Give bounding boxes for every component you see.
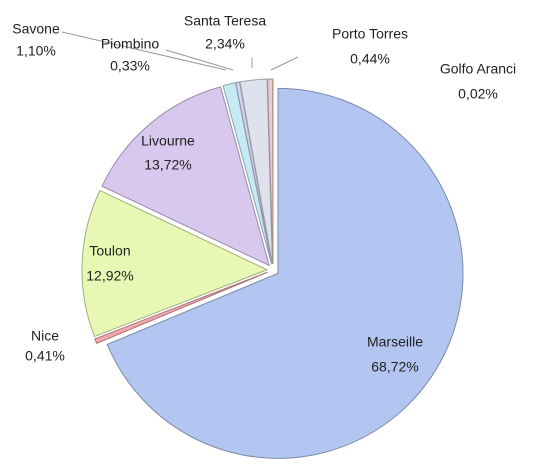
slice-value: 12,92%: [86, 268, 133, 284]
pie-slice: [106, 87, 464, 459]
pie-slice: [94, 271, 268, 345]
slice-value: 0,41%: [25, 348, 65, 364]
slice-value: 13,72%: [144, 157, 191, 173]
slice-label: Piombino: [101, 36, 160, 52]
leader-line: [270, 56, 299, 71]
slice-label: Livourne: [141, 133, 195, 149]
pie-slice: [81, 189, 269, 338]
slice-value: 68,72%: [371, 359, 418, 375]
pie-slice: [235, 81, 273, 265]
slice-value: 2,34%: [205, 36, 245, 52]
slice-value: 0,02%: [458, 86, 498, 102]
leader-line: [165, 49, 234, 71]
leader-line: [61, 31, 227, 71]
slice-label: Porto Torres: [332, 26, 408, 42]
slice-value: 0,33%: [110, 58, 150, 74]
slice-label: Santa Teresa: [184, 13, 266, 29]
slice-label: Marseille: [367, 334, 423, 350]
pie-slice: [239, 78, 273, 265]
slice-value: 1,10%: [16, 43, 56, 59]
slice-label: Savone: [12, 21, 60, 37]
slice-label: Golfo Aranci: [440, 61, 516, 77]
slice-value: 0,44%: [350, 51, 390, 67]
slice-label: Nice: [31, 328, 59, 344]
pie-slice: [101, 86, 270, 267]
slice-label: Toulon: [89, 243, 130, 259]
